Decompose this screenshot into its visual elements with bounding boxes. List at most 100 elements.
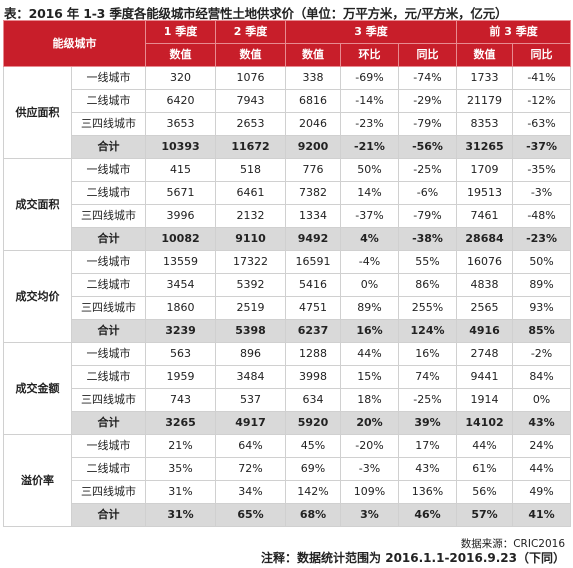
city-tier-cell: 合计 xyxy=(71,319,146,343)
value-cell: 6461 xyxy=(215,181,286,205)
header-q2: 2 季度 xyxy=(215,20,286,44)
value-cell: 3265 xyxy=(145,411,216,435)
value-cell: 16% xyxy=(397,342,458,366)
value-cell: 28684 xyxy=(456,227,514,251)
value-cell: -38% xyxy=(397,227,458,251)
header-q1-3-yoy: 同比 xyxy=(512,43,572,67)
header-row-2: 数值 数值 数值 环比 同比 数值 同比 xyxy=(4,43,572,67)
value-cell: 1860 xyxy=(145,296,216,320)
value-cell: 39% xyxy=(397,411,458,435)
value-cell: 9492 xyxy=(285,227,341,251)
value-cell: 8353 xyxy=(456,112,514,136)
value-cell: 21179 xyxy=(456,89,514,113)
value-cell: -37% xyxy=(512,135,572,159)
city-tier-cell: 三四线城市 xyxy=(71,480,146,504)
table-row: 三四线城市 3996 2132 1334 -37% -79% 7461 -48% xyxy=(4,204,572,228)
city-tier-cell: 二线城市 xyxy=(71,457,146,481)
value-cell: -14% xyxy=(340,89,399,113)
value-cell: 86% xyxy=(397,273,458,297)
value-cell: 46% xyxy=(397,503,458,527)
city-tier-cell: 合计 xyxy=(71,227,146,251)
value-cell: 896 xyxy=(215,342,286,366)
value-cell: 5398 xyxy=(215,319,286,343)
header-q3-value: 数值 xyxy=(285,43,341,67)
value-cell: 2519 xyxy=(215,296,286,320)
value-cell: 743 xyxy=(145,388,216,412)
value-cell: 9441 xyxy=(456,365,514,389)
value-cell: 50% xyxy=(340,158,399,182)
table-row: 二线城市 6420 7943 6816 -14% -29% 21179 -12% xyxy=(4,89,572,113)
value-cell: -4% xyxy=(340,250,399,274)
table-row: 三四线城市 743 537 634 18% -25% 1914 0% xyxy=(4,388,572,412)
value-cell: 17322 xyxy=(215,250,286,274)
value-cell: 5920 xyxy=(285,411,341,435)
value-cell: 634 xyxy=(285,388,341,412)
table-title: 表：2016 年 1-3 季度各能级城市经营性土地供求价（单位：万平方米，元/平… xyxy=(4,6,508,21)
value-cell: 4838 xyxy=(456,273,514,297)
value-cell: 85% xyxy=(512,319,572,343)
header-q1-value: 数值 xyxy=(145,43,216,67)
value-cell: -35% xyxy=(512,158,572,182)
value-cell: -6% xyxy=(397,181,458,205)
value-cell: 3998 xyxy=(285,365,341,389)
value-cell: 68% xyxy=(285,503,341,527)
value-cell: 9110 xyxy=(215,227,286,251)
value-cell: 537 xyxy=(215,388,286,412)
value-cell: 3484 xyxy=(215,365,286,389)
city-tier-cell: 二线城市 xyxy=(71,181,146,205)
table-body: 供应面积 一线城市 320 1076 338 -69% -74% 1733 -41% 二线城市 64… xyxy=(3,66,572,527)
value-cell: 24% xyxy=(512,434,572,458)
value-cell: 44% xyxy=(340,342,399,366)
value-cell: 142% xyxy=(285,480,341,504)
value-cell: -2% xyxy=(512,342,572,366)
value-cell: -25% xyxy=(397,158,458,182)
header-corner: 能级城市 xyxy=(3,20,146,67)
value-cell: 0% xyxy=(512,388,572,412)
value-cell: -23% xyxy=(340,112,399,136)
total-row: 合计 10082 9110 9492 4% -38% 28684 -23% xyxy=(4,227,572,251)
table-row: 二线城市 5671 6461 7382 14% -6% 19513 -3% xyxy=(4,181,572,205)
group-label: 溢价率 xyxy=(3,434,72,527)
value-cell: 7382 xyxy=(285,181,341,205)
value-cell: -79% xyxy=(397,112,458,136)
table-row: 二线城市 35% 72% 69% -3% 43% 61% 44% xyxy=(4,457,572,481)
value-cell: 9200 xyxy=(285,135,341,159)
value-cell: 2132 xyxy=(215,204,286,228)
value-cell: 4% xyxy=(340,227,399,251)
land-supply-table: 能级城市 1 季度 2 季度 3 季度 前 3 季度 数值 数值 数值 环比 同… xyxy=(3,20,572,527)
value-cell: 6237 xyxy=(285,319,341,343)
group-label: 成交金额 xyxy=(3,342,72,435)
value-cell: 5416 xyxy=(285,273,341,297)
city-tier-cell: 一线城市 xyxy=(71,434,146,458)
header-q1-3: 前 3 季度 xyxy=(456,20,572,44)
city-tier-cell: 三四线城市 xyxy=(71,112,146,136)
value-cell: 2046 xyxy=(285,112,341,136)
table-row: 二线城市 3454 5392 5416 0% 86% 4838 89% xyxy=(4,273,572,297)
value-cell: -21% xyxy=(340,135,399,159)
value-cell: 109% xyxy=(340,480,399,504)
value-cell: 31% xyxy=(145,480,216,504)
header-q1: 1 季度 xyxy=(145,20,216,44)
value-cell: 44% xyxy=(512,457,572,481)
value-cell: 6816 xyxy=(285,89,341,113)
value-cell: 34% xyxy=(215,480,286,504)
value-cell: 44% xyxy=(456,434,514,458)
value-cell: 1288 xyxy=(285,342,341,366)
value-cell: 3996 xyxy=(145,204,216,228)
total-row: 合计 10393 11672 9200 -21% -56% 31265 -37% xyxy=(4,135,572,159)
table-row: 成交金额 一线城市 563 896 1288 44% 16% 2748 -2% xyxy=(3,342,572,435)
value-cell: 84% xyxy=(512,365,572,389)
value-cell: 13559 xyxy=(145,250,216,274)
value-cell: 89% xyxy=(512,273,572,297)
table-row: 溢价率 一线城市 21% 64% 45% -20% 17% 44% 24% xyxy=(3,434,572,527)
value-cell: 124% xyxy=(397,319,458,343)
value-cell: 518 xyxy=(215,158,286,182)
value-cell: 45% xyxy=(285,434,341,458)
value-cell: -3% xyxy=(340,457,399,481)
value-cell: -25% xyxy=(397,388,458,412)
value-cell: 10393 xyxy=(145,135,216,159)
value-cell: 56% xyxy=(456,480,514,504)
value-cell: 2653 xyxy=(215,112,286,136)
value-cell: -29% xyxy=(397,89,458,113)
value-cell: -74% xyxy=(397,66,458,90)
